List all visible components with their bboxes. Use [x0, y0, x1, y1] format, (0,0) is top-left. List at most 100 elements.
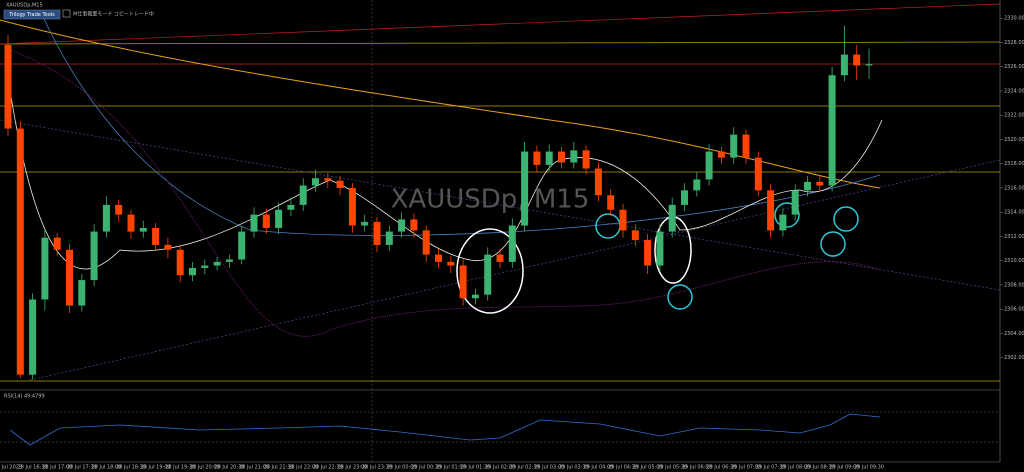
x-tick-label: 28 Jul 21:00 [239, 465, 269, 471]
candle-body [828, 75, 836, 186]
candle-body [717, 151, 725, 158]
signal-circle [833, 206, 859, 232]
x-tick-label: 29 Jul 09:30 [854, 465, 884, 471]
candle-body [804, 181, 811, 191]
candle-body [545, 151, 553, 165]
checkbox[interactable] [62, 9, 71, 18]
x-tick-label: 28 Jul 19:00 [141, 465, 171, 471]
candle-body [508, 225, 516, 262]
candle-body [791, 190, 799, 215]
x-tick-label: 29 Jul 02:00 [485, 465, 515, 471]
candle-body [570, 150, 578, 163]
tool-button[interactable] [3, 9, 61, 20]
x-tick-label: 28 Jul 22:00 [288, 465, 318, 471]
candle-body [324, 178, 332, 181]
signal-circle [774, 202, 800, 228]
x-tick-label: 28 Jul 20:30 [214, 465, 244, 471]
candle-body [730, 134, 738, 158]
candle-body [484, 254, 492, 295]
x-tick-label: 29 Jul 08:00 [780, 465, 810, 471]
watermark: XAUUSDp, M15 [391, 185, 590, 215]
x-tick-label: 28 Jul 2023 [0, 465, 22, 471]
candle-body [78, 280, 86, 306]
mode-status: M仕事裁量モード コピートレード中 [73, 11, 154, 18]
candle-body [189, 267, 196, 276]
moving-average [0, 19, 881, 189]
candle-body [250, 214, 258, 232]
candle-body [865, 64, 873, 66]
candle-body [779, 214, 787, 231]
tool-button-label[interactable]: Trilogy Trade Tools [8, 12, 55, 18]
candle-body [102, 204, 110, 232]
candle-body [521, 151, 529, 226]
x-tick-label: 28 Jul 17:00 [42, 465, 72, 471]
x-tick-label: 28 Jul 23:30 [362, 465, 392, 471]
candle-body [435, 254, 442, 262]
candle-body [422, 230, 430, 255]
y-tick-label: 2314.00 [1004, 210, 1024, 216]
candle-body [336, 180, 344, 188]
y-tick-label: 2308.00 [1004, 282, 1024, 288]
x-tick-label: 29 Jul 07:30 [756, 465, 786, 471]
y-tick-label: 2316.00 [1004, 185, 1024, 191]
candle-body [262, 214, 270, 228]
candle-body [348, 187, 356, 226]
candle-body [607, 195, 615, 210]
candle-body [681, 190, 688, 205]
candle-body [656, 231, 664, 266]
signal-circle [820, 231, 846, 257]
x-tick-label: 28 Jul 18:30 [116, 465, 146, 471]
y-tick-label: 2330.00 [1004, 16, 1024, 22]
candle-body [693, 179, 701, 191]
bollinger-band [9, 49, 881, 337]
candle-body [373, 221, 381, 245]
x-tick-label: 28 Jul 17:30 [67, 465, 97, 471]
candle-body [533, 151, 541, 165]
x-tick-label: 29 Jul 08:30 [805, 465, 835, 471]
x-tick-label: 29 Jul 03:30 [559, 465, 589, 471]
symbol-label: XAUUSDp,M15 [6, 3, 43, 9]
candle-body [754, 157, 762, 191]
x-tick-label: 28 Jul 21:30 [264, 465, 294, 471]
candle-body [201, 265, 209, 268]
candle-body [742, 134, 750, 158]
channel-line [0, 119, 1001, 291]
candle-body [644, 240, 652, 266]
x-tick-label: 29 Jul 05:30 [657, 465, 687, 471]
candle-body [385, 231, 393, 245]
candle-body [582, 150, 590, 169]
candle-body [361, 221, 369, 226]
candle-body [668, 204, 676, 232]
candle-body [767, 190, 775, 231]
candle-body [238, 231, 246, 260]
candle-body [66, 249, 73, 306]
channel-line [29, 159, 1001, 381]
candle-body [53, 237, 61, 250]
candle-body [410, 219, 418, 231]
x-tick-label: 29 Jul 06:30 [706, 465, 736, 471]
candle-body [29, 299, 37, 375]
candle-body [459, 265, 467, 299]
trend-line [0, 3, 1001, 45]
y-tick-label: 2326.00 [1004, 64, 1024, 70]
y-tick-label: 2302.00 [1004, 355, 1024, 361]
candle-body [619, 209, 627, 231]
x-tick-label: 28 Jul 20:00 [190, 465, 220, 471]
fibo-level [0, 41, 1001, 45]
candle-body [558, 151, 565, 163]
y-tick-label: 2310.00 [1004, 258, 1024, 264]
candle-body [164, 244, 172, 250]
y-tick-label: 2320.00 [1004, 137, 1024, 143]
x-tick-label: 29 Jul 04:30 [608, 465, 638, 471]
y-tick-label: 2328.00 [1004, 40, 1024, 46]
x-tick-label: 29 Jul 03:00 [534, 465, 564, 471]
candle-body [41, 237, 49, 300]
x-tick-label: 29 Jul 09:00 [829, 465, 859, 471]
candle-body [275, 209, 283, 228]
x-tick-label: 29 Jul 00:00 [387, 465, 417, 471]
x-tick-label: 29 Jul 02:30 [510, 465, 540, 471]
x-tick-label: 29 Jul 05:00 [633, 465, 663, 471]
candle-body [816, 181, 824, 186]
x-tick-label: 29 Jul 01:30 [460, 465, 490, 471]
highlight-circle [456, 228, 524, 314]
